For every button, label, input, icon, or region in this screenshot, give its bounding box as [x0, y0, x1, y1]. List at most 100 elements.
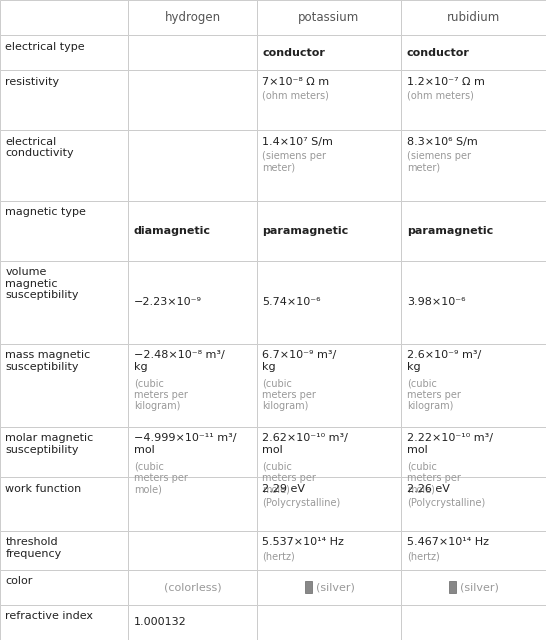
Bar	[305, 581, 312, 593]
Text: potassium: potassium	[298, 11, 360, 24]
Text: 5.74×10⁻⁶: 5.74×10⁻⁶	[262, 297, 321, 307]
Text: 2.29 eV: 2.29 eV	[262, 484, 305, 493]
Bar	[401, 201, 546, 260]
Text: electrical type: electrical type	[5, 42, 85, 52]
Bar	[257, 70, 401, 131]
Bar	[128, 70, 257, 131]
Text: 2.6×10⁻⁹ m³/
kg: 2.6×10⁻⁹ m³/ kg	[407, 350, 481, 372]
Bar	[0, 260, 128, 344]
Bar	[0, 570, 128, 605]
Bar	[257, 201, 401, 260]
Text: resistivity: resistivity	[5, 77, 60, 87]
Bar	[0, 0, 128, 35]
Text: 2.22×10⁻¹⁰ m³/
mol: 2.22×10⁻¹⁰ m³/ mol	[407, 433, 493, 454]
Bar	[257, 35, 401, 70]
Text: (cubic
meters per
mole): (cubic meters per mole)	[134, 461, 188, 495]
Text: 5.467×10¹⁴ Hz: 5.467×10¹⁴ Hz	[407, 537, 489, 547]
Bar	[0, 70, 128, 131]
Bar	[0, 531, 128, 570]
Text: threshold
frequency: threshold frequency	[5, 537, 62, 559]
Text: (cubic
meters per
kilogram): (cubic meters per kilogram)	[262, 378, 316, 412]
Bar	[128, 344, 257, 427]
Bar	[128, 427, 257, 477]
Text: 1.000132: 1.000132	[134, 618, 187, 627]
Bar	[128, 477, 257, 531]
Text: 5.537×10¹⁴ Hz: 5.537×10¹⁴ Hz	[262, 537, 344, 547]
Text: paramagnetic: paramagnetic	[262, 225, 348, 236]
Text: (Polycrystalline): (Polycrystalline)	[407, 498, 485, 508]
Bar	[0, 35, 128, 70]
Text: 1.2×10⁻⁷ Ω m: 1.2×10⁻⁷ Ω m	[407, 77, 485, 87]
Bar	[401, 344, 546, 427]
Text: refractive index: refractive index	[5, 611, 93, 621]
Text: (siemens per
meter): (siemens per meter)	[262, 151, 326, 172]
Text: 1.4×10⁷ S/m: 1.4×10⁷ S/m	[262, 137, 333, 147]
Bar	[401, 605, 546, 640]
Bar	[0, 201, 128, 260]
Text: (ohm meters): (ohm meters)	[407, 91, 473, 101]
Text: (silver): (silver)	[316, 582, 354, 592]
Text: (cubic
meters per
mole): (cubic meters per mole)	[407, 461, 461, 495]
Text: (colorless): (colorless)	[164, 582, 221, 592]
Bar	[401, 570, 546, 605]
Text: (ohm meters): (ohm meters)	[262, 91, 329, 101]
Bar	[401, 35, 546, 70]
Bar	[128, 260, 257, 344]
Text: (hertz): (hertz)	[262, 551, 295, 561]
Text: −2.23×10⁻⁹: −2.23×10⁻⁹	[134, 297, 202, 307]
Text: 8.3×10⁶ S/m: 8.3×10⁶ S/m	[407, 137, 478, 147]
Bar	[401, 0, 546, 35]
Bar	[0, 131, 128, 201]
Text: 7×10⁻⁸ Ω m: 7×10⁻⁸ Ω m	[262, 77, 329, 87]
Bar	[401, 260, 546, 344]
Text: volume
magnetic
susceptibility: volume magnetic susceptibility	[5, 267, 79, 300]
Text: −4.999×10⁻¹¹ m³/
mol: −4.999×10⁻¹¹ m³/ mol	[134, 433, 236, 454]
Bar	[257, 427, 401, 477]
Text: conductor: conductor	[407, 48, 470, 58]
Text: (cubic
meters per
kilogram): (cubic meters per kilogram)	[134, 378, 188, 412]
Text: −2.48×10⁻⁸ m³/
kg: −2.48×10⁻⁸ m³/ kg	[134, 350, 224, 372]
Text: 2.62×10⁻¹⁰ m³/
mol: 2.62×10⁻¹⁰ m³/ mol	[262, 433, 348, 454]
Text: 6.7×10⁻⁹ m³/
kg: 6.7×10⁻⁹ m³/ kg	[262, 350, 336, 372]
Text: mass magnetic
susceptibility: mass magnetic susceptibility	[5, 350, 91, 372]
Bar	[401, 427, 546, 477]
Bar	[257, 344, 401, 427]
Text: molar magnetic
susceptibility: molar magnetic susceptibility	[5, 433, 94, 454]
Bar	[257, 0, 401, 35]
Bar	[401, 477, 546, 531]
Text: color: color	[5, 576, 33, 586]
Text: 3.98×10⁻⁶: 3.98×10⁻⁶	[407, 297, 465, 307]
Bar	[257, 605, 401, 640]
Bar	[0, 477, 128, 531]
Bar	[257, 131, 401, 201]
Bar	[257, 531, 401, 570]
Bar	[128, 0, 257, 35]
Text: electrical
conductivity: electrical conductivity	[5, 137, 74, 158]
Text: diamagnetic: diamagnetic	[134, 225, 211, 236]
Bar	[257, 477, 401, 531]
Bar	[128, 201, 257, 260]
Bar	[0, 605, 128, 640]
Bar	[257, 260, 401, 344]
Bar	[449, 581, 456, 593]
Bar	[0, 344, 128, 427]
Bar	[128, 531, 257, 570]
Text: (cubic
meters per
kilogram): (cubic meters per kilogram)	[407, 378, 461, 412]
Bar	[128, 605, 257, 640]
Bar	[128, 570, 257, 605]
Text: (cubic
meters per
mole): (cubic meters per mole)	[262, 461, 316, 495]
Bar	[401, 531, 546, 570]
Text: magnetic type: magnetic type	[5, 207, 86, 217]
Bar	[128, 35, 257, 70]
Bar	[0, 427, 128, 477]
Bar	[401, 70, 546, 131]
Bar	[257, 570, 401, 605]
Text: rubidium: rubidium	[447, 11, 500, 24]
Text: 2.26 eV: 2.26 eV	[407, 484, 450, 493]
Text: work function: work function	[5, 484, 82, 493]
Text: hydrogen: hydrogen	[164, 11, 221, 24]
Text: (silver): (silver)	[460, 582, 499, 592]
Text: (Polycrystalline): (Polycrystalline)	[262, 498, 340, 508]
Text: (hertz): (hertz)	[407, 551, 440, 561]
Text: paramagnetic: paramagnetic	[407, 225, 493, 236]
